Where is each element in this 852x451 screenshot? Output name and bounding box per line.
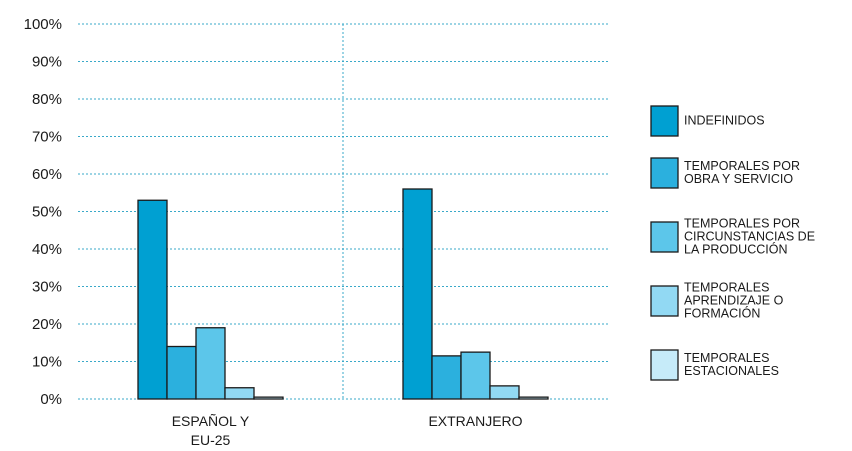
legend-swatch bbox=[650, 221, 679, 253]
y-tick-label: 50% bbox=[32, 204, 62, 221]
legend-label: TEMPORALES bbox=[684, 351, 769, 365]
legend-swatch bbox=[650, 285, 679, 317]
legend-label: TEMPORALES bbox=[684, 281, 769, 295]
bar bbox=[137, 199, 168, 400]
bar bbox=[460, 351, 491, 400]
legend-label: ESTACIONALES bbox=[684, 364, 779, 378]
y-tick-label: 100% bbox=[24, 16, 62, 33]
bar bbox=[253, 396, 284, 400]
bar bbox=[166, 345, 197, 400]
y-tick-label: 90% bbox=[32, 54, 62, 71]
legend-label: FORMACIÓN bbox=[684, 306, 760, 321]
bar bbox=[195, 327, 226, 400]
y-tick-label: 60% bbox=[32, 166, 62, 183]
legend-label: CIRCUNSTANCIAS DE bbox=[684, 230, 815, 244]
legend-label: INDEFINIDOS bbox=[684, 114, 765, 128]
y-tick-label: 70% bbox=[32, 129, 62, 146]
y-tick-label: 40% bbox=[32, 241, 62, 258]
y-tick-label: 80% bbox=[32, 91, 62, 108]
x-category-label: EU-25 bbox=[191, 432, 231, 448]
legend-swatch bbox=[650, 349, 679, 381]
legend-label: OBRA Y SERVICIO bbox=[684, 172, 793, 186]
y-tick-label: 30% bbox=[32, 279, 62, 296]
bar bbox=[431, 355, 462, 400]
legend-swatch bbox=[650, 157, 679, 189]
bar bbox=[402, 188, 433, 400]
x-category-label: ESPAÑOL Y bbox=[172, 413, 250, 429]
y-tick-label: 0% bbox=[40, 391, 62, 408]
legend-label: LA PRODUCCIÓN bbox=[684, 242, 788, 257]
x-category-label: EXTRANJERO bbox=[428, 413, 522, 429]
bar bbox=[224, 387, 255, 400]
legend-label: TEMPORALES POR bbox=[684, 159, 800, 173]
bar bbox=[518, 396, 549, 400]
y-tick-label: 10% bbox=[32, 354, 62, 371]
legend-label: APRENDIZAJE O bbox=[684, 294, 784, 308]
y-tick-label: 20% bbox=[32, 316, 62, 333]
bar bbox=[489, 385, 520, 400]
legend-label: TEMPORALES POR bbox=[684, 217, 800, 231]
legend-swatch bbox=[650, 105, 679, 137]
